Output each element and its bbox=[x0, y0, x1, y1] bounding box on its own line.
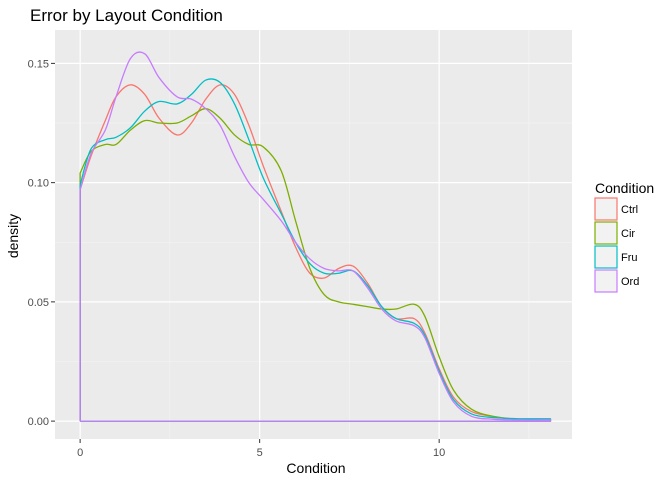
legend-key bbox=[594, 269, 618, 293]
series-line-cir bbox=[79, 108, 552, 422]
legend-label: Ctrl bbox=[621, 204, 638, 216]
series-line-ctrl bbox=[79, 84, 552, 422]
legend-key bbox=[594, 245, 618, 269]
y-tick-label: 0.05 bbox=[28, 297, 49, 309]
x-tick-label: 5 bbox=[257, 447, 263, 459]
minor-gridlines bbox=[55, 30, 572, 439]
y-tick-label: 0.00 bbox=[28, 416, 49, 428]
series-line-ord bbox=[79, 51, 552, 422]
legend-label: Ord bbox=[621, 276, 639, 288]
y-axis-label: density bbox=[5, 214, 21, 258]
legend-item-ord: Ord bbox=[594, 269, 639, 293]
legend-key bbox=[594, 221, 618, 245]
legend-item-cir: Cir bbox=[594, 221, 635, 245]
legend-key bbox=[594, 197, 618, 221]
axes: 0 5 10 0.00 0.05 0.10 0.15 bbox=[28, 58, 446, 459]
legend-item-ctrl: Ctrl bbox=[594, 197, 638, 221]
y-tick-label: 0.10 bbox=[28, 178, 49, 190]
legend-item-fru: Fru bbox=[594, 245, 638, 269]
x-tick-label: 10 bbox=[433, 447, 445, 459]
legend-title: Condition bbox=[595, 180, 654, 196]
density-curves bbox=[79, 51, 552, 422]
y-tick-label: 0.15 bbox=[28, 58, 49, 70]
x-axis-label: Condition bbox=[286, 460, 345, 476]
legend: Condition Ctrl Cir Fru Ord bbox=[594, 180, 654, 293]
x-tick-label: 0 bbox=[77, 447, 83, 459]
plot-panel bbox=[55, 30, 572, 439]
legend-label: Fru bbox=[621, 252, 638, 264]
chart-title: Error by Layout Condition bbox=[30, 6, 223, 25]
legend-label: Cir bbox=[621, 228, 635, 240]
